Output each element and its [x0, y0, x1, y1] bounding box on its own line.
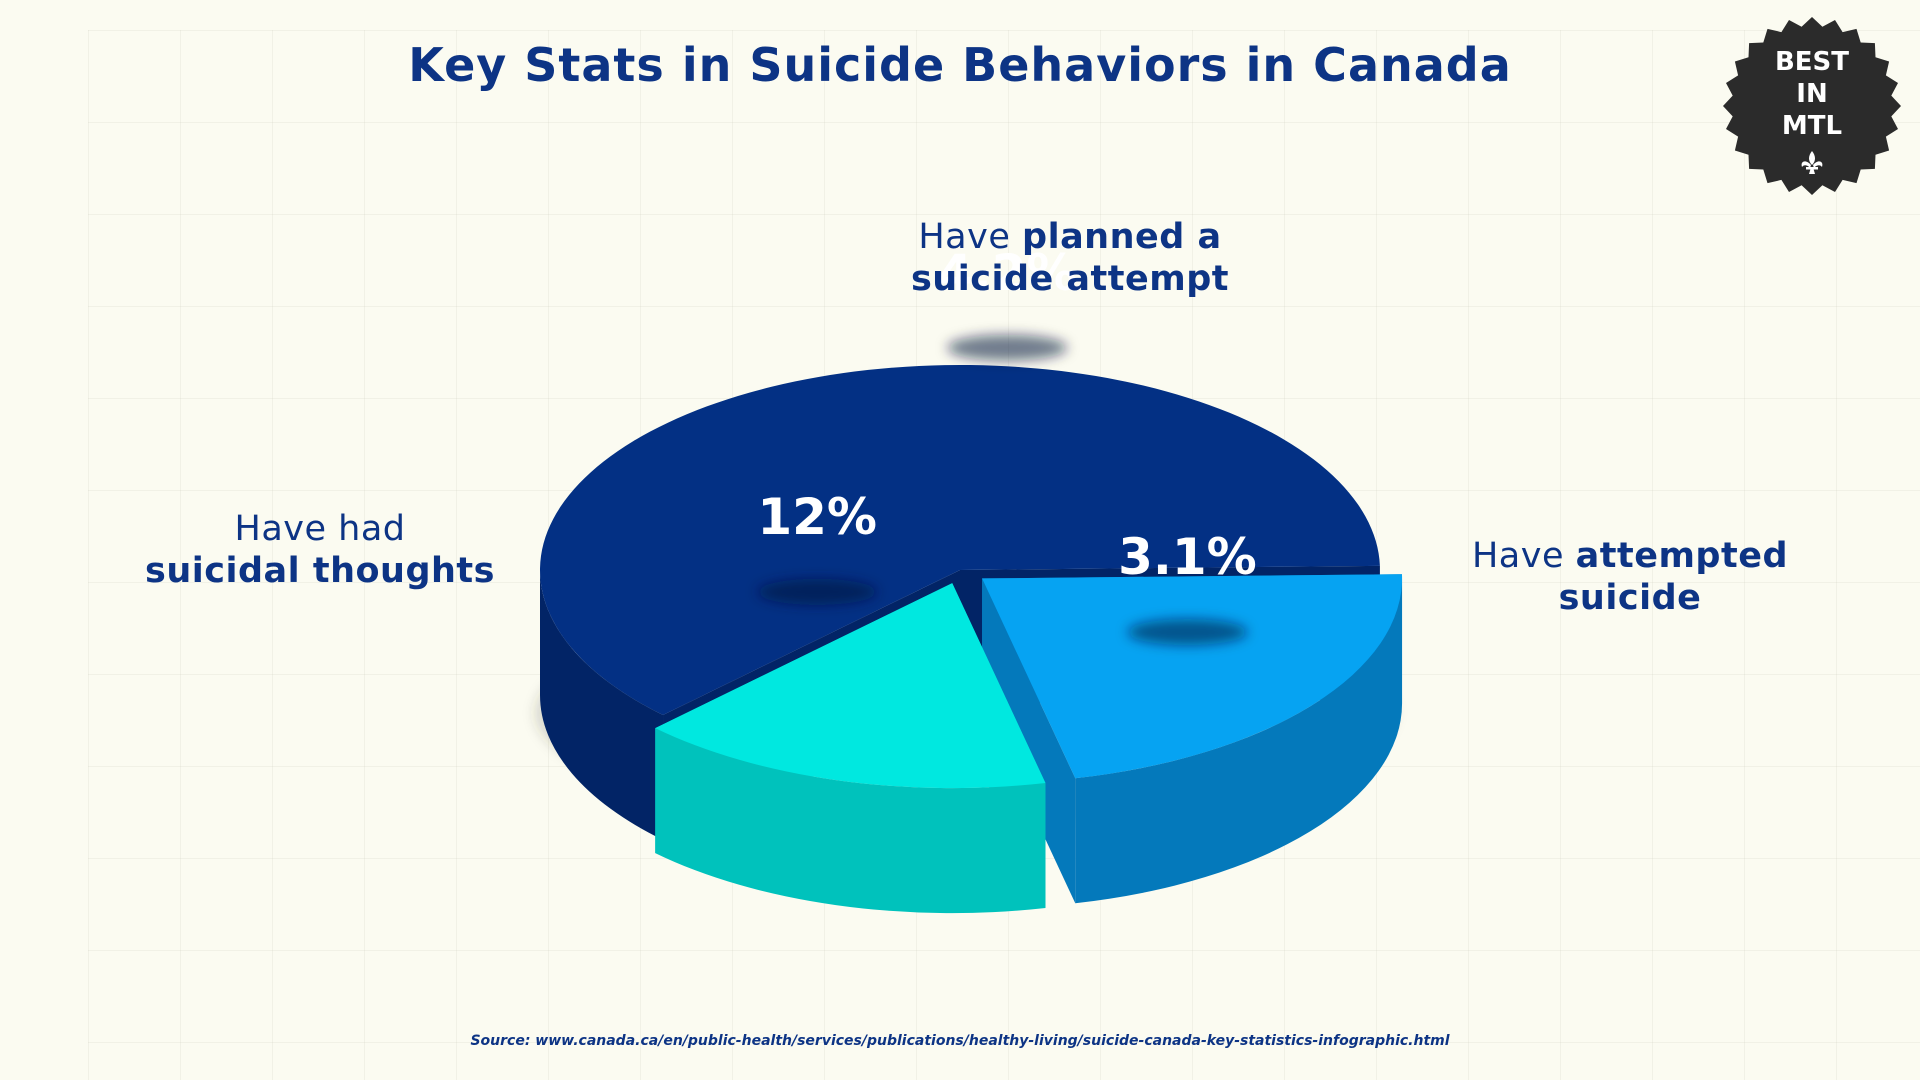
value-label-shadow-attempted — [1127, 619, 1248, 646]
pie-slice-attempted-top — [655, 583, 1046, 789]
pie-slice-attempted — [655, 583, 1046, 914]
pie-slice-thoughts-side-0 — [540, 570, 664, 840]
slice-label-thoughts-bold: suicidal thoughts — [145, 551, 495, 591]
pie-slice-attempted-side-0 — [655, 728, 1046, 914]
pie-slice-planned-top — [982, 574, 1403, 779]
value-label-shadow-planned — [947, 334, 1068, 361]
slice-label-attempted-bold: attempted suicide — [1558, 536, 1789, 618]
chart-title: Key Stats in Suicide Behaviors in Canada — [408, 38, 1512, 92]
slice-label-attempted-plain: Have — [1471, 536, 1564, 576]
pie-slice-planned-side-0 — [1075, 578, 1403, 904]
value-label-attempted: 3.1% — [1118, 528, 1257, 586]
best-in-mtl-badge: BEST IN MTL — [1722, 16, 1902, 196]
badge-line2: IN — [1796, 79, 1828, 109]
value-label-planned: 4.2% — [938, 244, 1077, 302]
slice-label-attempted: Have attempted suicide — [1440, 535, 1820, 619]
badge-line3: MTL — [1781, 111, 1843, 141]
slice-label-thoughts: Have had suicidal thoughts — [120, 508, 520, 592]
slice-label-planned-plain: Have — [918, 217, 1011, 257]
value-label-thoughts: 12% — [757, 488, 877, 546]
slice-label-planned: Have planned a suicide attempt — [860, 216, 1280, 300]
slice-label-planned-bold: planned a suicide attempt — [910, 217, 1230, 299]
source-citation: Source: www.canada.ca/en/public-health/s… — [470, 1033, 1450, 1049]
value-label-shadow-thoughts — [757, 578, 878, 605]
pie-slice-thoughts-top — [540, 365, 1380, 715]
pie-slice-planned-wall-1 — [982, 578, 1076, 904]
badge-seal-shape — [1723, 17, 1901, 195]
badge-line1: BEST — [1774, 47, 1850, 77]
fleur-de-lis-icon — [1801, 151, 1823, 174]
slice-label-thoughts-plain: Have had — [234, 509, 406, 549]
badge-text: BEST IN MTL — [1722, 46, 1902, 142]
